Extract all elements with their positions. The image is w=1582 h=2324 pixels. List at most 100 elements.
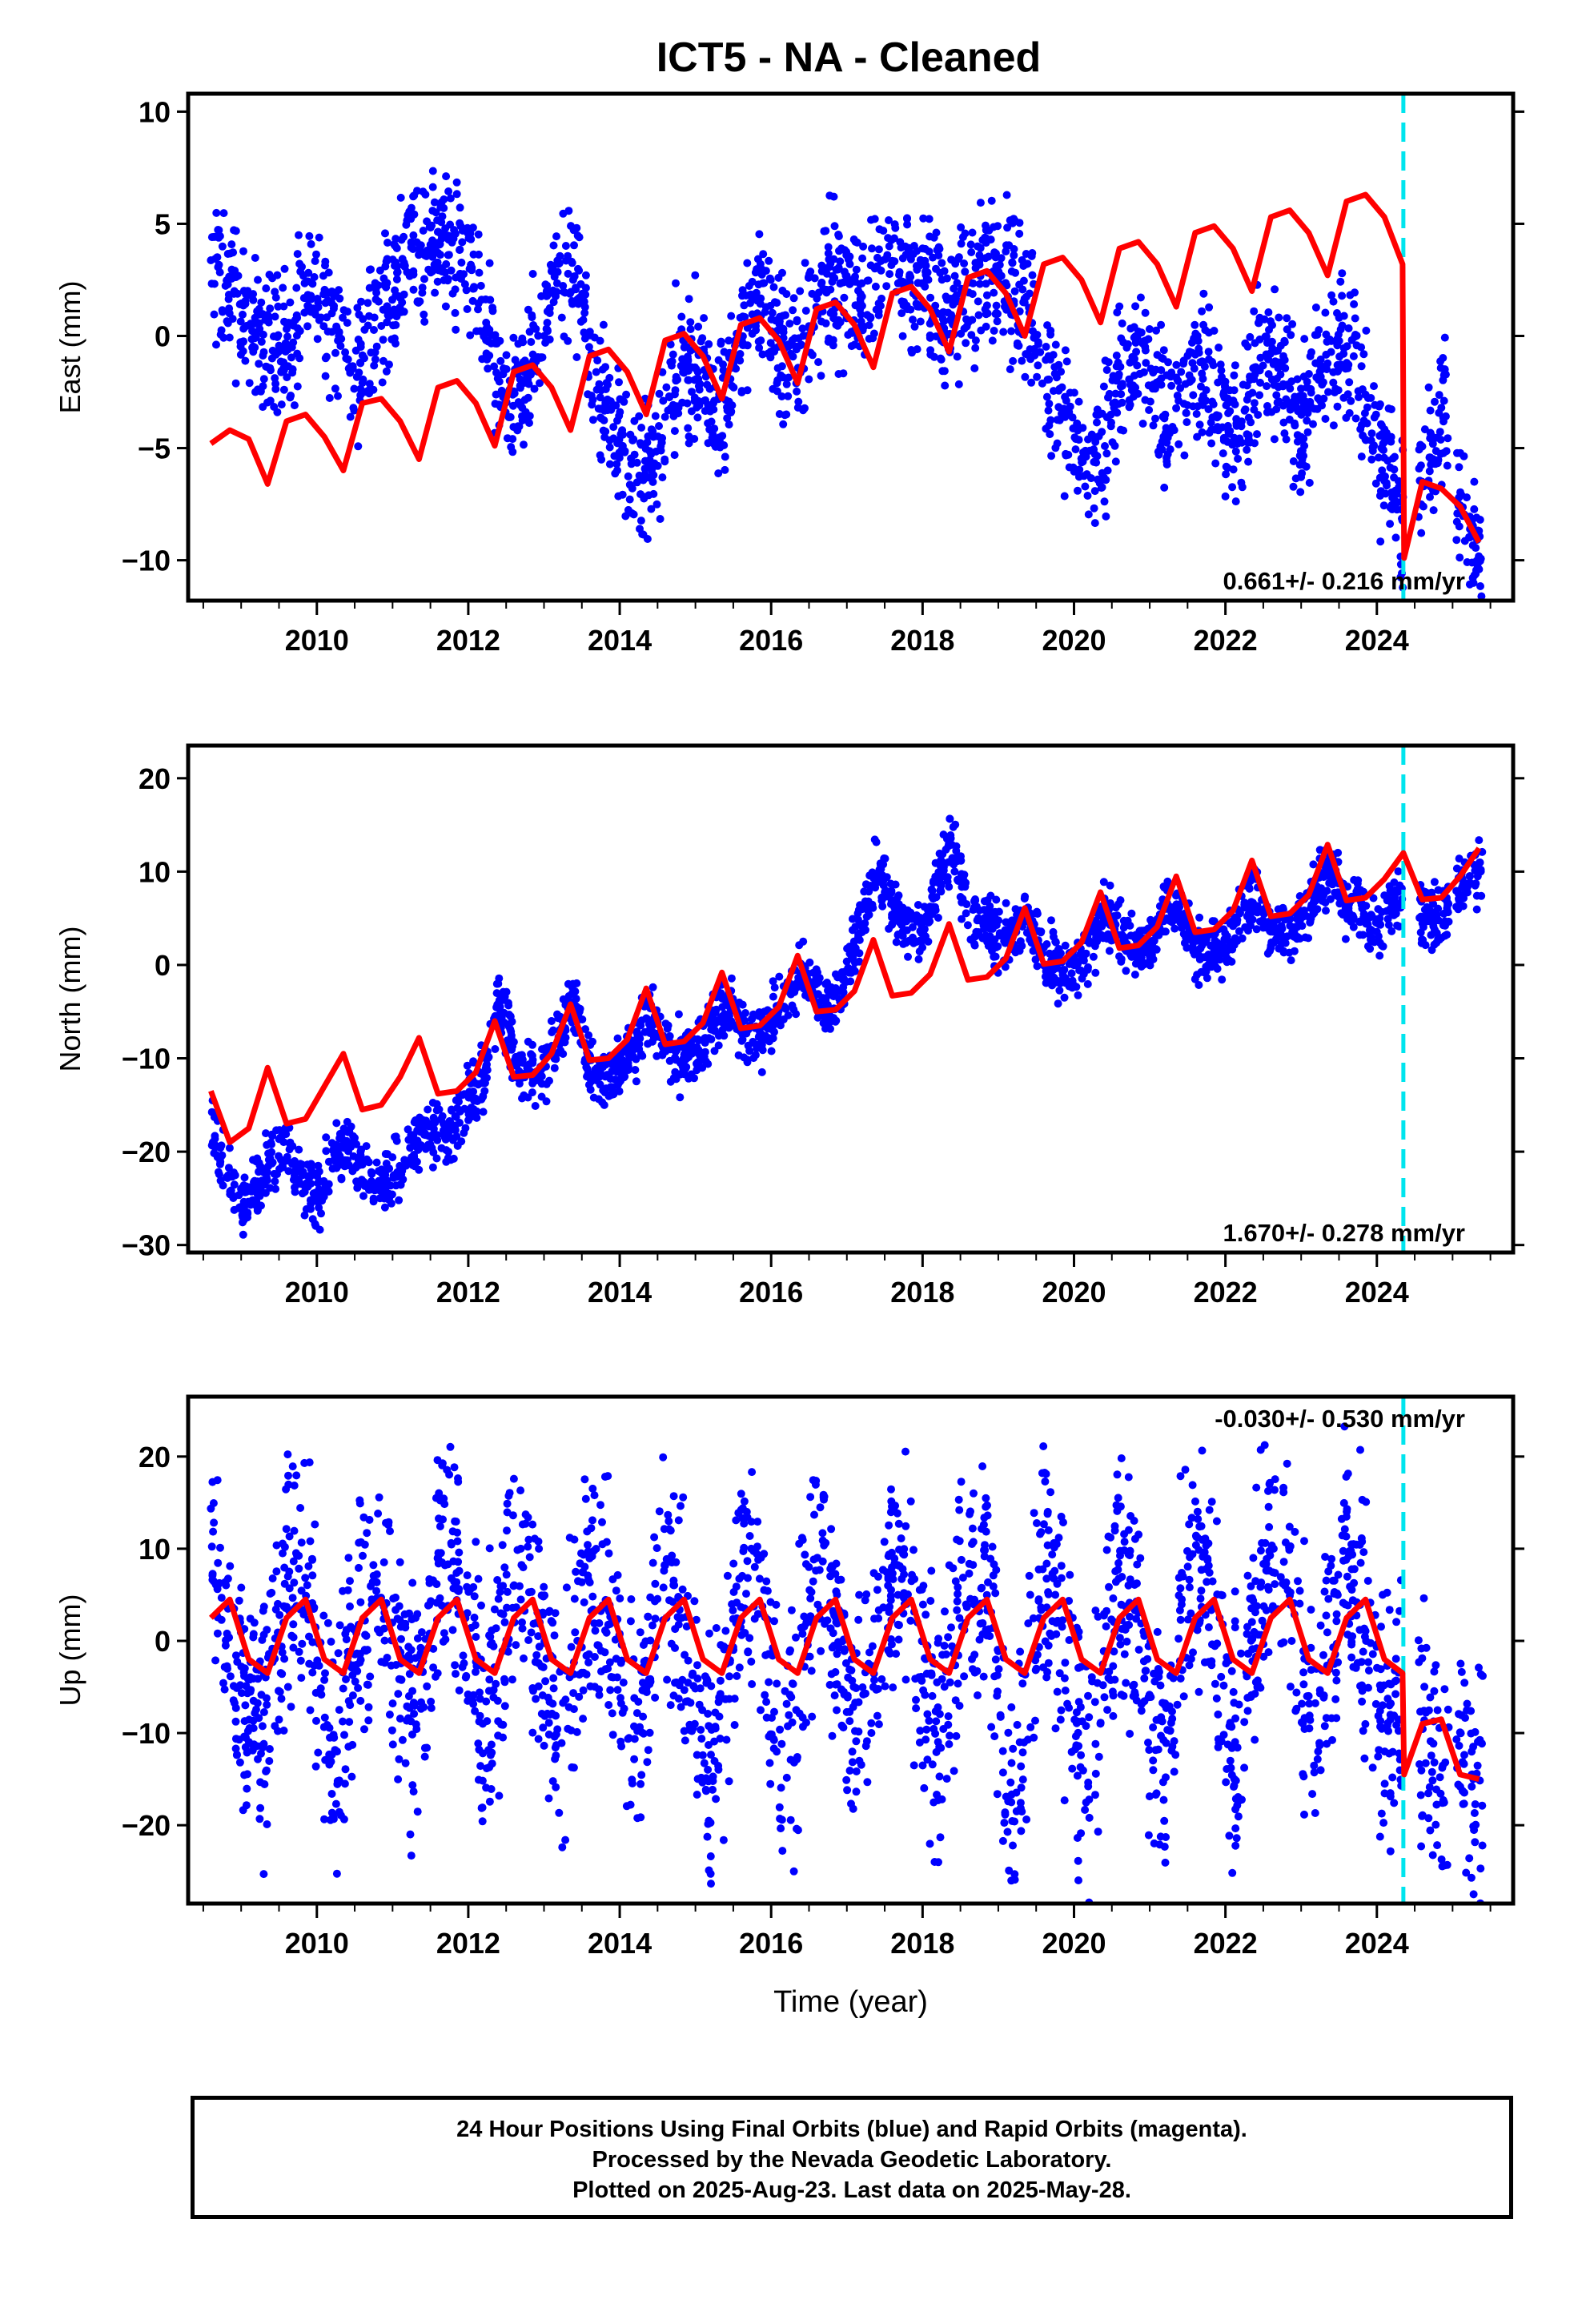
data-point bbox=[938, 259, 946, 267]
data-point bbox=[1436, 436, 1445, 444]
data-point bbox=[343, 1128, 352, 1136]
data-point bbox=[613, 416, 621, 425]
data-point bbox=[1264, 308, 1273, 316]
data-point bbox=[293, 349, 302, 358]
data-point bbox=[1329, 879, 1338, 887]
data-point bbox=[1196, 358, 1205, 367]
data-point bbox=[231, 1171, 239, 1180]
data-point bbox=[932, 264, 940, 273]
data-point bbox=[271, 380, 280, 388]
data-point bbox=[1453, 448, 1461, 457]
data-point bbox=[536, 353, 545, 362]
data-point bbox=[1219, 390, 1228, 399]
data-point bbox=[1384, 404, 1393, 413]
data-point bbox=[784, 342, 793, 351]
data-point bbox=[1472, 891, 1481, 900]
data-point bbox=[624, 505, 632, 514]
data-point bbox=[1269, 927, 1278, 936]
data-point bbox=[769, 1034, 777, 1043]
data-point bbox=[415, 244, 424, 252]
data-point bbox=[212, 208, 221, 217]
data-point bbox=[383, 305, 391, 314]
data-point bbox=[253, 1177, 262, 1186]
data-point bbox=[805, 958, 814, 967]
data-point bbox=[1065, 463, 1074, 472]
data-point bbox=[504, 1011, 513, 1019]
data-point bbox=[859, 242, 868, 251]
data-point bbox=[986, 891, 995, 900]
data-point bbox=[1090, 487, 1099, 496]
data-point bbox=[1287, 956, 1295, 965]
data-point bbox=[420, 317, 429, 326]
data-point bbox=[1243, 342, 1252, 351]
data-point bbox=[313, 335, 322, 344]
data-point bbox=[1435, 935, 1443, 944]
data-point bbox=[308, 279, 317, 288]
data-point bbox=[808, 289, 817, 298]
data-point bbox=[768, 308, 777, 317]
data-point bbox=[553, 1010, 561, 1019]
data-point bbox=[1061, 346, 1070, 355]
data-point bbox=[855, 957, 864, 966]
data-point bbox=[897, 309, 906, 318]
data-point bbox=[534, 332, 543, 340]
data-point bbox=[950, 284, 958, 293]
data-point bbox=[974, 242, 982, 251]
data-point bbox=[915, 947, 924, 956]
data-point bbox=[224, 291, 233, 299]
data-point bbox=[943, 274, 951, 283]
data-point bbox=[868, 900, 877, 909]
data-point bbox=[1221, 381, 1229, 390]
data-point bbox=[311, 257, 319, 265]
data-point bbox=[382, 367, 391, 376]
data-point bbox=[1112, 352, 1121, 360]
data-point bbox=[363, 321, 372, 330]
data-point bbox=[861, 897, 869, 906]
data-point bbox=[990, 952, 998, 961]
data-point bbox=[748, 277, 757, 286]
data-point bbox=[885, 216, 893, 224]
data-point bbox=[1117, 955, 1126, 963]
data-point bbox=[1060, 492, 1069, 501]
data-point bbox=[793, 404, 802, 412]
data-point bbox=[528, 270, 537, 278]
data-point bbox=[880, 854, 889, 862]
data-point bbox=[245, 379, 254, 388]
data-point bbox=[305, 303, 314, 312]
data-point bbox=[928, 887, 937, 895]
data-point bbox=[1205, 303, 1214, 312]
data-point bbox=[283, 373, 291, 382]
data-point bbox=[1228, 483, 1237, 492]
data-point bbox=[1356, 424, 1365, 433]
data-point bbox=[215, 268, 224, 277]
data-point bbox=[680, 343, 689, 352]
data-point bbox=[574, 264, 582, 273]
data-point bbox=[856, 929, 864, 937]
data-point bbox=[1440, 931, 1449, 940]
data-point bbox=[1287, 331, 1295, 340]
data-point bbox=[1054, 386, 1063, 395]
data-point bbox=[1391, 497, 1400, 506]
data-point bbox=[934, 914, 942, 922]
data-point bbox=[251, 254, 259, 262]
data-point bbox=[1193, 432, 1202, 441]
data-point bbox=[1194, 402, 1202, 411]
data-point bbox=[1033, 372, 1042, 381]
data-point bbox=[718, 1011, 727, 1020]
data-point bbox=[1338, 269, 1347, 278]
data-point bbox=[938, 850, 947, 858]
data-point bbox=[1212, 951, 1221, 960]
data-point bbox=[1379, 453, 1388, 462]
data-point bbox=[580, 308, 589, 317]
data-point bbox=[1367, 429, 1376, 438]
data-point bbox=[484, 364, 492, 373]
data-point bbox=[404, 1136, 413, 1144]
data-point bbox=[1033, 910, 1042, 918]
data-point bbox=[360, 354, 368, 363]
data-point bbox=[904, 952, 912, 961]
data-point bbox=[1080, 472, 1088, 480]
data-point bbox=[245, 1183, 254, 1192]
data-point bbox=[1147, 937, 1156, 946]
data-point bbox=[456, 245, 464, 254]
data-point bbox=[753, 255, 762, 263]
